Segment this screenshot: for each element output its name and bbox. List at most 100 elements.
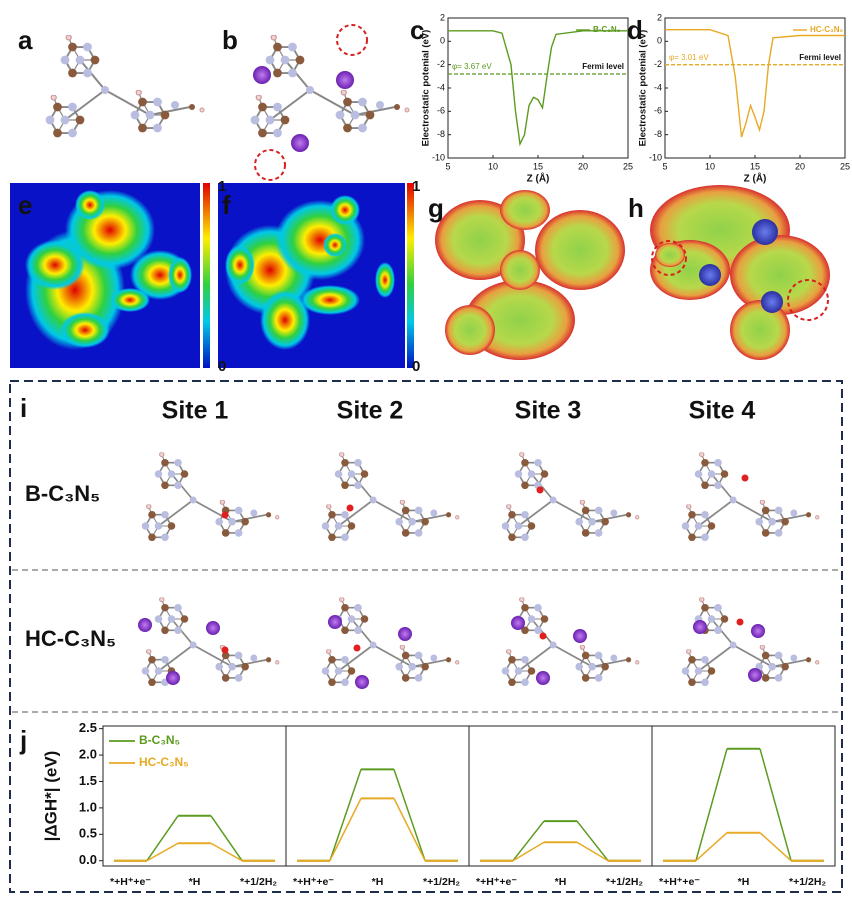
x-tick-label: *H [738,876,750,888]
y-tick-label: 2 [657,12,662,22]
x-tick-label: *+1/2H₂ [789,876,826,888]
x-tick-label: *+1/2H₂ [240,876,277,888]
connector [329,798,362,862]
molecule [251,35,409,137]
legend-label: B-C₃N₅ [593,25,621,34]
heatmap [10,183,210,368]
x-tick-label: 25 [840,161,850,171]
x-tick-label: 5 [662,161,667,171]
connector [759,832,792,862]
connector [393,769,426,861]
panel-label: j [19,725,27,755]
heatmap [218,183,414,368]
connector [695,832,728,862]
x-axis-label: Z (Å) [527,172,550,185]
y-tick-label: 2.0 [79,746,97,761]
y-tick-label: 2.5 [79,720,97,735]
y-tick-label: -2 [437,59,445,69]
x-tick-label: 15 [750,161,760,171]
x-tick-label: *+H⁺+e⁻ [659,876,700,888]
x-tick-label: *H [372,876,384,888]
panel-label: g [428,193,444,223]
panel-label: a [18,25,33,55]
connector [393,798,426,862]
y-axis-label: |ΔGH*| (eV) [41,751,60,842]
colorbar-tick-label: 1 [412,178,420,195]
frame [9,380,843,893]
connector [512,841,545,862]
connector [576,820,609,862]
y-axis-label: Electrostatic potenial (eV) [638,30,649,147]
legend-label: HC-C₃N₅ [810,25,843,34]
y-tick-label: -4 [437,82,445,92]
connector [146,815,179,862]
panel-label: h [628,193,644,223]
connector [512,820,545,862]
molecule [46,35,204,137]
ions [253,24,368,181]
y-tick-label: -8 [437,129,445,139]
panel-label: e [18,190,32,220]
y-tick-label: -6 [437,106,445,116]
x-tick-label: *+H⁺+e⁻ [110,876,151,888]
legend-label: B-C₃N₅ [139,733,180,747]
column-header: Site 1 [162,397,229,425]
connector [210,815,243,862]
y-tick-label: -8 [654,129,662,139]
panel-label: b [222,25,238,55]
x-tick-label: 15 [533,161,543,171]
y-tick-label: 0.0 [79,852,97,867]
column-header: Site 4 [689,397,756,425]
connector [329,769,362,861]
esp-surface [650,185,830,360]
panel-label: c [410,15,424,45]
x-tick-label: 25 [623,161,633,171]
plot-frame [447,17,629,159]
x-tick-label: *+H⁺+e⁻ [476,876,517,888]
separators [12,569,840,713]
y-tick-label: 1.0 [79,799,97,814]
y-tick-label: -10 [432,152,445,162]
x-tick-label: 20 [795,161,805,171]
fermi-label: Fermi level [582,62,624,71]
colorbar-tick-label: 0 [218,358,226,375]
y-tick-label: -10 [649,152,662,162]
x-tick-label: *+H⁺+e⁻ [293,876,334,888]
esp-surface [435,190,625,360]
x-tick-label: 20 [578,161,588,171]
legend-label: HC-C₃N₅ [139,755,189,769]
x-tick-label: 10 [488,161,498,171]
x-tick-label: 5 [445,161,450,171]
y-tick-label: 0.5 [79,826,97,841]
y-tick-label: -6 [654,106,662,116]
column-header: Site 3 [515,397,582,425]
plot-frame [664,17,846,159]
y-tick-label: -4 [654,82,662,92]
y-axis-label: Electrostatic potenial (eV) [421,30,432,147]
work-function: φ= 3.01 eV [669,53,709,62]
x-tick-label: 10 [705,161,715,171]
y-tick-label: 0 [657,36,662,46]
data-line [665,28,845,138]
x-tick-label: *+1/2H₂ [423,876,460,888]
panel-label: i [20,393,27,423]
column-header: Site 2 [337,397,404,425]
panel-label: f [222,190,231,220]
y-tick-label: -2 [654,59,662,69]
connector [210,842,243,862]
x-tick-label: *H [555,876,567,888]
colorbar-tick-label: 1 [218,178,226,195]
fermi-label: Fermi level [799,53,841,62]
x-axis-label: Z (Å) [744,172,767,185]
row-label: B-C₃N₅ [25,481,100,506]
panel-label: d [627,15,643,45]
connector [576,841,609,862]
row-label: HC-C₃N₅ [25,626,116,651]
y-tick-label: 2 [440,12,445,22]
data-line [448,30,628,147]
x-tick-label: *H [189,876,201,888]
connector [146,842,179,862]
y-tick-label: 1.5 [79,773,97,788]
x-tick-label: *+1/2H₂ [606,876,643,888]
